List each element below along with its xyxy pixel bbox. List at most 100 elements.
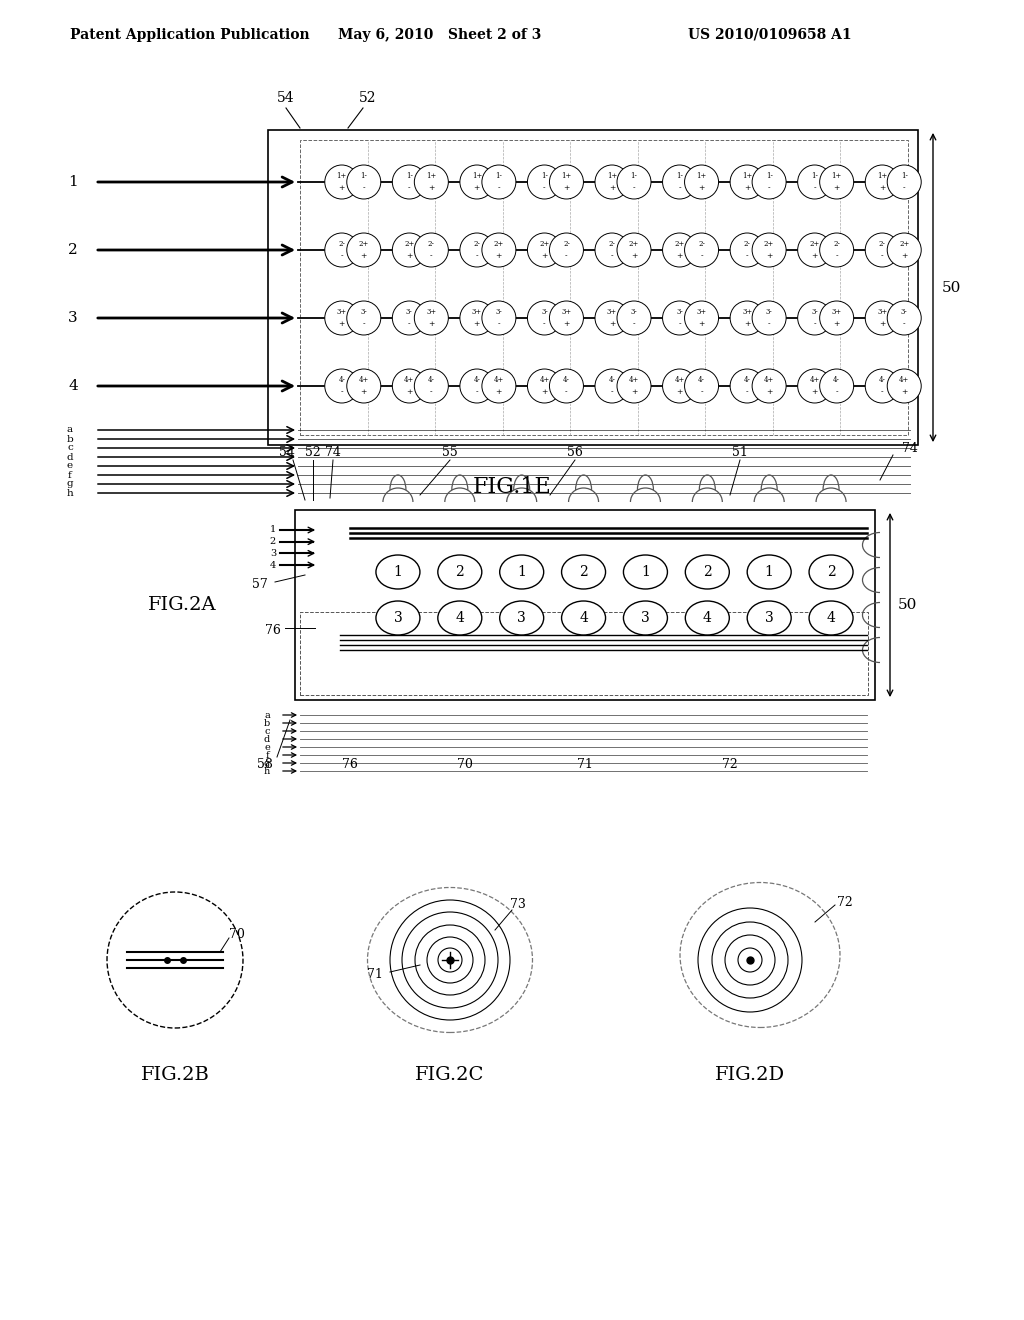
- Text: 4-: 4-: [338, 376, 345, 384]
- Text: 4-: 4-: [834, 376, 840, 384]
- Text: +: +: [563, 183, 569, 191]
- Text: 4: 4: [69, 379, 78, 393]
- Ellipse shape: [624, 601, 668, 635]
- Circle shape: [482, 301, 516, 335]
- Circle shape: [617, 165, 651, 199]
- Text: 4+: 4+: [494, 376, 504, 384]
- Ellipse shape: [376, 554, 420, 589]
- Text: +: +: [339, 319, 345, 327]
- Ellipse shape: [685, 601, 729, 635]
- Text: 3: 3: [393, 611, 402, 624]
- Text: 2+: 2+: [675, 240, 685, 248]
- Text: -: -: [700, 388, 702, 396]
- Text: +: +: [766, 388, 772, 396]
- Circle shape: [527, 301, 561, 335]
- Text: 3+: 3+: [561, 308, 571, 315]
- Text: 3-: 3-: [901, 308, 907, 315]
- Text: +: +: [474, 319, 480, 327]
- Text: 4+: 4+: [899, 376, 909, 384]
- Text: 4-: 4-: [428, 376, 435, 384]
- Circle shape: [819, 301, 854, 335]
- Text: 52: 52: [359, 91, 377, 106]
- Circle shape: [460, 165, 494, 199]
- Text: FIG.2A: FIG.2A: [147, 597, 216, 614]
- Text: 4-: 4-: [698, 376, 705, 384]
- Circle shape: [550, 301, 584, 335]
- Text: -: -: [543, 183, 546, 191]
- Text: +: +: [766, 252, 772, 260]
- Text: +: +: [339, 183, 345, 191]
- Text: 2: 2: [826, 565, 836, 579]
- Circle shape: [617, 301, 651, 335]
- Ellipse shape: [438, 554, 482, 589]
- Ellipse shape: [809, 601, 853, 635]
- Text: 2+: 2+: [810, 240, 820, 248]
- Text: 2-: 2-: [698, 240, 705, 248]
- Text: 3+: 3+: [831, 308, 842, 315]
- Circle shape: [392, 234, 426, 267]
- Text: +: +: [474, 183, 480, 191]
- Text: FIG.2C: FIG.2C: [416, 1067, 484, 1084]
- Circle shape: [730, 301, 764, 335]
- Text: 1+: 1+: [878, 172, 888, 180]
- Text: e: e: [264, 742, 270, 751]
- Text: 57: 57: [252, 578, 268, 591]
- Text: +: +: [428, 319, 434, 327]
- Text: 3-: 3-: [766, 308, 772, 315]
- Text: b: b: [264, 718, 270, 727]
- Ellipse shape: [748, 601, 792, 635]
- Text: -: -: [565, 388, 567, 396]
- Text: +: +: [677, 252, 683, 260]
- Text: -: -: [836, 252, 838, 260]
- Text: -: -: [633, 319, 635, 327]
- Ellipse shape: [438, 601, 482, 635]
- Circle shape: [819, 370, 854, 403]
- Text: 2: 2: [456, 565, 464, 579]
- Text: -: -: [768, 319, 770, 327]
- Text: 4-: 4-: [473, 376, 480, 384]
- Text: +: +: [542, 388, 548, 396]
- Text: 1-: 1-: [676, 172, 683, 180]
- Text: +: +: [407, 252, 413, 260]
- Text: +: +: [811, 388, 818, 396]
- Text: e: e: [67, 462, 73, 470]
- Circle shape: [392, 370, 426, 403]
- Ellipse shape: [368, 887, 532, 1032]
- Text: 3-: 3-: [496, 308, 502, 315]
- Text: 1+: 1+: [696, 172, 707, 180]
- Text: 1: 1: [393, 565, 402, 579]
- Circle shape: [752, 234, 786, 267]
- Text: 3-: 3-: [360, 308, 368, 315]
- Text: 70: 70: [457, 759, 473, 771]
- Ellipse shape: [561, 601, 605, 635]
- Circle shape: [887, 301, 922, 335]
- Circle shape: [887, 370, 922, 403]
- Circle shape: [527, 370, 561, 403]
- Text: 4+: 4+: [540, 376, 550, 384]
- Text: g: g: [264, 759, 270, 767]
- Circle shape: [325, 301, 358, 335]
- Circle shape: [415, 165, 449, 199]
- Text: 3: 3: [270, 549, 276, 558]
- Text: 3: 3: [69, 312, 78, 325]
- Text: +: +: [428, 183, 434, 191]
- Circle shape: [730, 165, 764, 199]
- Text: +: +: [360, 388, 367, 396]
- Text: -: -: [362, 319, 366, 327]
- Text: 1-: 1-: [901, 172, 907, 180]
- Text: +: +: [743, 319, 751, 327]
- Circle shape: [482, 234, 516, 267]
- Circle shape: [685, 301, 719, 335]
- Ellipse shape: [376, 601, 420, 635]
- Text: Patent Application Publication: Patent Application Publication: [71, 28, 310, 42]
- Text: 2+: 2+: [764, 240, 774, 248]
- Text: 50: 50: [897, 598, 916, 612]
- Text: 56: 56: [567, 446, 583, 458]
- Circle shape: [819, 234, 854, 267]
- Text: 1: 1: [765, 565, 773, 579]
- Text: FIG.2D: FIG.2D: [715, 1067, 785, 1084]
- Text: +: +: [609, 319, 615, 327]
- Text: 2-: 2-: [743, 240, 751, 248]
- Text: FIG.1E: FIG.1E: [473, 477, 551, 498]
- Text: 3-: 3-: [811, 308, 818, 315]
